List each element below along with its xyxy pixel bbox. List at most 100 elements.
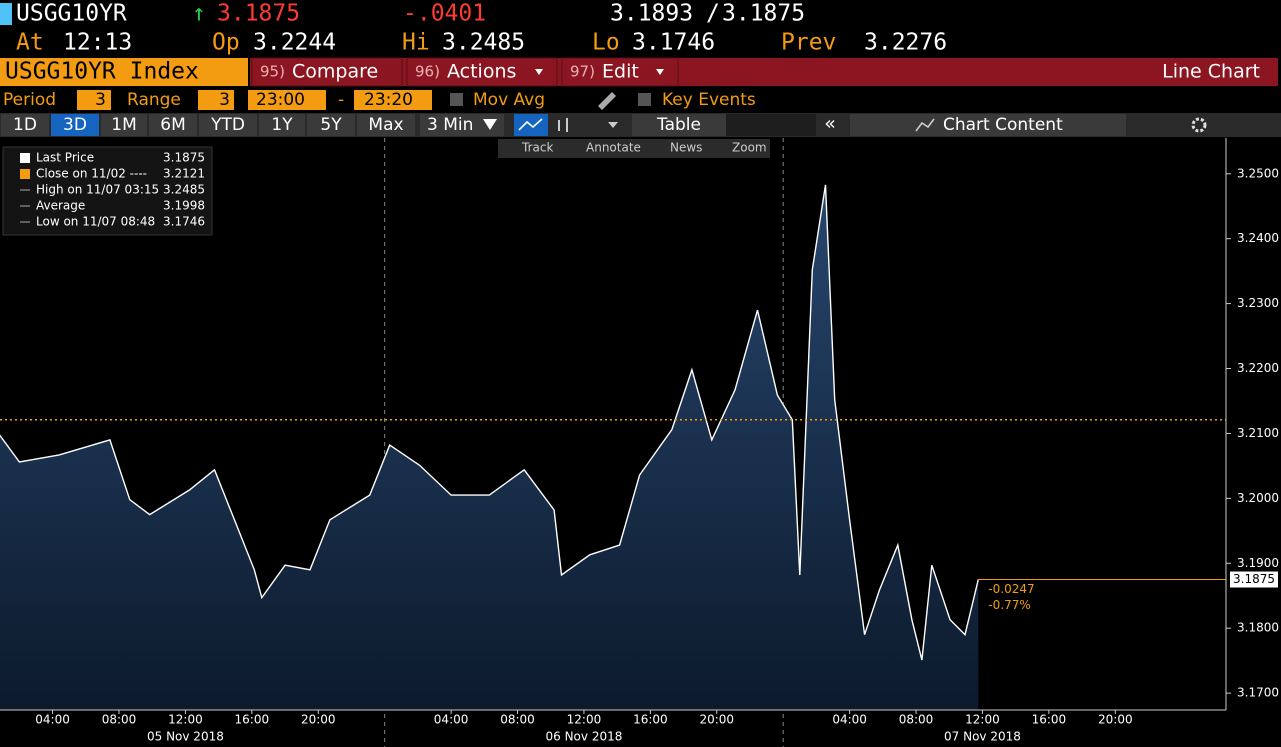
dropdown-icon[interactable]	[483, 119, 497, 130]
x-tick-label: 04:00	[35, 713, 70, 727]
tab[interactable]	[101, 114, 147, 136]
tab-label[interactable]: 3D	[63, 115, 87, 135]
y-tick-label: 3.1800	[1237, 621, 1279, 635]
ticker: USGG10YR	[16, 1, 127, 27]
tab[interactable]	[357, 114, 415, 136]
tab[interactable]	[149, 114, 197, 136]
tab[interactable]	[259, 114, 305, 136]
tab-label[interactable]: 5Y	[320, 115, 342, 135]
ask: 3.1875	[722, 1, 805, 27]
table[interactable]: Table	[656, 115, 701, 135]
last-price-box	[1230, 571, 1278, 588]
tab[interactable]	[199, 114, 257, 136]
security-box[interactable]	[0, 58, 248, 86]
menu-bar	[250, 58, 1278, 86]
end[interactable]: 23:20	[364, 90, 413, 110]
x-tick-label: 16:00	[1032, 713, 1067, 727]
range-label: Range	[127, 90, 181, 110]
end-box[interactable]	[354, 90, 432, 110]
y-tick-label: 3.1900	[1237, 556, 1279, 570]
price-line	[0, 184, 979, 661]
tab-label[interactable]: 1D	[13, 115, 37, 135]
tool[interactable]: News	[670, 141, 702, 155]
tab-label[interactable]: 1Y	[271, 115, 293, 135]
x-tick-label: 12:00	[965, 713, 1000, 727]
prev: 3.2276	[864, 30, 947, 56]
legend-label: Close on 11/02 ----	[36, 167, 147, 181]
menu-item[interactable]	[251, 57, 403, 87]
bar-icon[interactable]	[558, 118, 568, 132]
content-button[interactable]	[850, 114, 1126, 136]
start-box[interactable]	[248, 90, 326, 110]
dropdown-icon[interactable]	[535, 69, 543, 75]
menu-items: 95) Compare 96) Actions 97) Edit	[251, 57, 679, 87]
settings-icon[interactable]	[1191, 117, 1207, 133]
key-events[interactable]: Key Events	[662, 90, 756, 110]
checkbox[interactable]	[638, 93, 651, 106]
tab-label[interactable]: 1M	[111, 115, 136, 135]
checkbox[interactable]	[450, 93, 463, 106]
dropdown-icon[interactable]	[608, 122, 618, 128]
line-icon[interactable]	[518, 118, 543, 131]
tool[interactable]: Track	[521, 141, 553, 155]
period[interactable]: 3	[95, 90, 106, 110]
content-icon[interactable]	[915, 118, 935, 132]
legend-value: 3.2121	[163, 167, 205, 181]
last-price-label: 3.1875	[1233, 572, 1275, 586]
at-label: At	[16, 30, 44, 56]
high: 3.2485	[442, 30, 525, 56]
security[interactable]: USGG10YR Index	[5, 59, 199, 85]
tabs: 1D 3D 1M 6M YTD 1Y 5Y Max	[1, 114, 415, 136]
menu-number[interactable]: 97)	[570, 63, 595, 81]
period-box[interactable]	[77, 90, 111, 110]
tab-label[interactable]: YTD	[210, 115, 245, 135]
y-tick-label: 3.1700	[1237, 686, 1279, 700]
collapse-icon[interactable]: «	[824, 113, 836, 135]
prev-label: Prev	[781, 30, 836, 56]
tab[interactable]	[307, 114, 355, 136]
menu-item[interactable]	[406, 57, 558, 87]
range[interactable]: 3	[219, 90, 230, 110]
legend-label: High on 11/07 03:15	[36, 183, 159, 197]
last: 3.1875	[217, 1, 300, 27]
x-tick-label: 20:00	[699, 713, 734, 727]
legend-swatch	[20, 153, 30, 163]
table-button[interactable]	[632, 114, 726, 136]
legend-label: Last Price	[36, 151, 94, 165]
y-tick-label: 3.2400	[1237, 231, 1279, 245]
menu-number[interactable]: 95)	[260, 63, 285, 81]
y-tick-label: 3.2100	[1237, 426, 1279, 440]
start[interactable]: 23:00	[256, 90, 305, 110]
interval[interactable]: 3 Min	[427, 115, 473, 135]
menu-label[interactable]: Compare	[292, 61, 378, 83]
menu-number[interactable]: 96)	[415, 63, 440, 81]
low-label: Lo	[592, 30, 620, 56]
tab-label[interactable]: 6M	[160, 115, 185, 135]
view-name: Line Chart	[1162, 61, 1260, 83]
dropdown-icon[interactable]	[656, 69, 664, 75]
interval-box[interactable]	[420, 114, 504, 136]
y-tick-label: 3.2000	[1237, 491, 1279, 505]
tab[interactable]	[1, 114, 49, 136]
tool[interactable]: Annotate	[586, 141, 641, 155]
x-tick-label: 16:00	[633, 713, 668, 727]
legend-value: 3.1746	[163, 215, 205, 229]
tool[interactable]: Zoom	[732, 141, 767, 155]
tab[interactable]	[51, 114, 99, 136]
y-tick-label: 3.2300	[1237, 296, 1279, 310]
x-tick-label: 20:00	[1098, 713, 1133, 727]
menu-label[interactable]: Edit	[602, 61, 639, 83]
tab-label[interactable]: Max	[368, 115, 403, 135]
legend-swatch	[20, 169, 30, 179]
chart: -0.0247 -0.77% 3.1700 3.1800 3.1900 3.2000 3.2…	[0, 138, 1279, 747]
tool-bar	[498, 139, 770, 158]
chart-content[interactable]: Chart Content	[943, 115, 1063, 135]
x-tick-label: 20:00	[301, 713, 336, 727]
legend-value: 3.2485	[163, 183, 205, 197]
menu-label[interactable]: Actions	[447, 61, 516, 83]
mov-avg[interactable]: Mov Avg	[473, 90, 545, 110]
pencil-icon[interactable]	[598, 92, 616, 110]
range-box[interactable]	[198, 90, 234, 110]
bid: 3.1893	[610, 1, 693, 27]
